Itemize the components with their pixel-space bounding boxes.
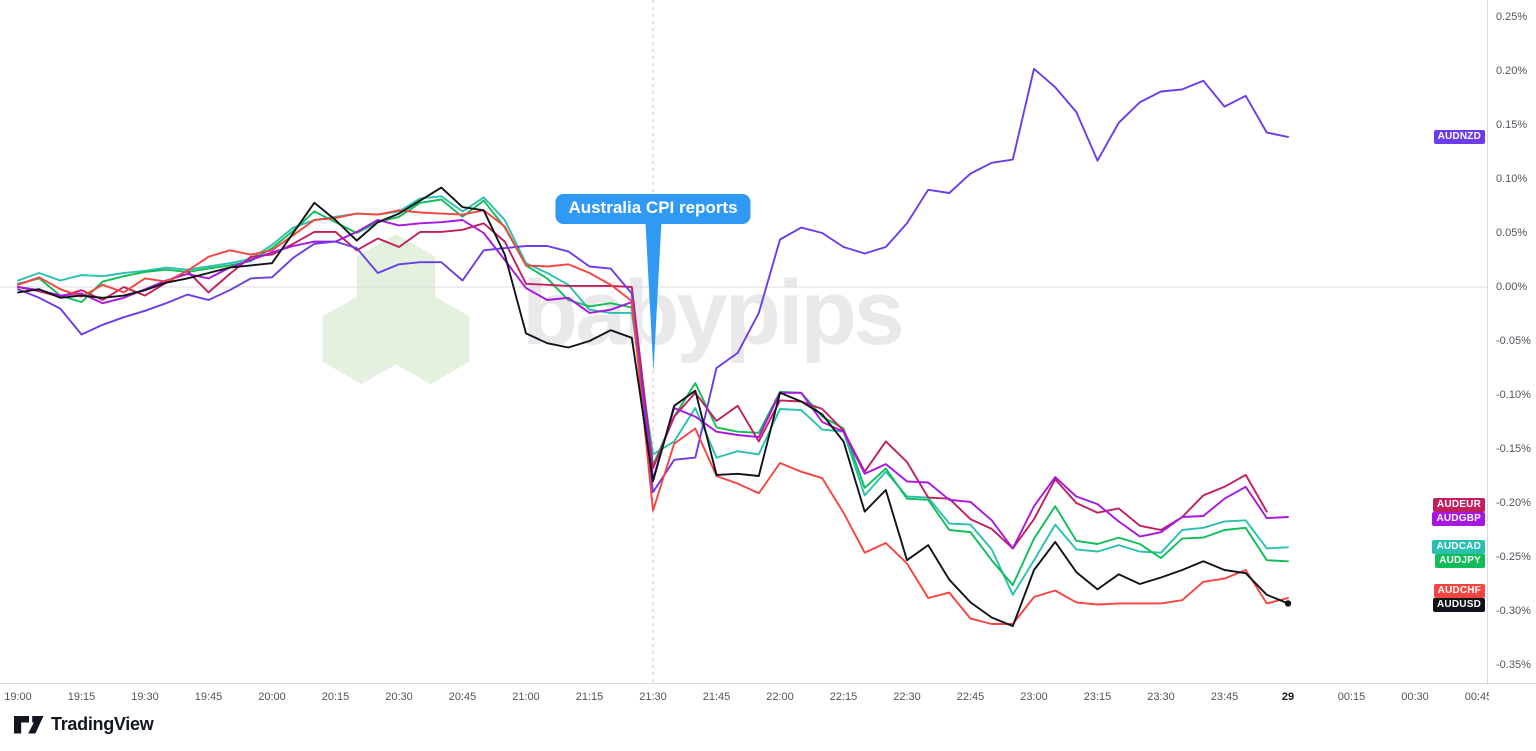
tradingview-logo-icon (14, 716, 44, 734)
price-label-AUDGBP: AUDGBP (1432, 512, 1485, 526)
price-tick: 0.10% (1496, 173, 1528, 185)
price-label-AUDJPY: AUDJPY (1435, 554, 1485, 568)
price-tick: -0.20% (1496, 497, 1531, 509)
time-tick: 23:00 (1020, 691, 1048, 703)
last-price-dot-AUDUSD (1284, 600, 1292, 607)
time-tick: 21:30 (639, 691, 667, 703)
time-tick: 29 (1281, 691, 1295, 703)
price-label-AUDNZD: AUDNZD (1433, 130, 1485, 144)
time-tick: 20:30 (385, 691, 413, 703)
series-line-AUDEUR[interactable] (17, 222, 1268, 550)
time-tick: 22:45 (956, 691, 985, 703)
time-tick: 20:00 (258, 691, 286, 703)
time-tick: 23:45 (1210, 691, 1239, 703)
price-label-AUDUSD: AUDUSD (1433, 598, 1485, 612)
series-line-AUDCHF[interactable] (17, 209, 1289, 625)
tradingview-logo-text: TradingView (51, 714, 154, 734)
annotation-pointer (644, 222, 661, 372)
price-label-AUDCAD: AUDCAD (1432, 540, 1485, 554)
time-tick: 23:30 (1147, 691, 1175, 703)
price-label-AUDEUR: AUDEUR (1433, 498, 1485, 512)
time-tick: 21:45 (702, 691, 731, 703)
price-tick: -0.30% (1496, 605, 1531, 617)
price-tick: -0.10% (1496, 389, 1531, 401)
time-tick: 19:15 (67, 691, 96, 703)
series-line-AUDNZD[interactable] (17, 67, 1289, 494)
annotation-callout[interactable]: Australia CPI reports (555, 194, 751, 372)
time-tick: 19:00 (4, 691, 32, 703)
time-tick: 22:15 (829, 691, 858, 703)
series-line-AUDCAD[interactable] (17, 195, 1289, 596)
price-tick: 0.00% (1496, 281, 1528, 293)
time-tick: 22:30 (893, 691, 921, 703)
annotation-text: Australia CPI reports (568, 198, 738, 217)
price-chart-plot[interactable] (0, 0, 1487, 683)
time-tick: 00:15 (1337, 691, 1366, 703)
price-tick: -0.15% (1496, 443, 1531, 455)
price-label-AUDCHF: AUDCHF (1433, 584, 1485, 598)
time-tick: 20:45 (448, 691, 477, 703)
price-tick: 0.20% (1496, 65, 1528, 77)
price-tick: 0.15% (1496, 119, 1528, 131)
time-tick: 19:45 (194, 691, 223, 703)
price-tick: -0.05% (1496, 335, 1531, 347)
time-tick: 21:15 (575, 691, 604, 703)
time-tick: 22:00 (766, 691, 794, 703)
time-tick: 21:00 (512, 691, 540, 703)
time-axis[interactable]: 19:00 19:15 19:30 19:45 20:00 20:15 20:30 20:45… (0, 683, 1536, 710)
price-tick: -0.35% (1496, 659, 1531, 671)
price-tick: 0.25% (1496, 11, 1528, 23)
price-axis[interactable]: 0.25% 0.20% 0.15% 0.10% 0.05% 0.00% -0.05% -0.1… (1487, 0, 1536, 683)
time-tick: 19:30 (131, 691, 159, 703)
series-line-AUDUSD[interactable] (17, 186, 1289, 628)
price-tick: -0.25% (1496, 551, 1531, 563)
time-tick: 23:15 (1083, 691, 1112, 703)
time-tick: 00:45 (1464, 691, 1489, 703)
footer: TradingView (14, 714, 154, 735)
time-tick: 20:15 (321, 691, 350, 703)
time-tick: 00:30 (1401, 691, 1429, 703)
price-tick: 0.05% (1496, 227, 1528, 239)
tradingview-logo[interactable]: TradingView (14, 714, 154, 735)
